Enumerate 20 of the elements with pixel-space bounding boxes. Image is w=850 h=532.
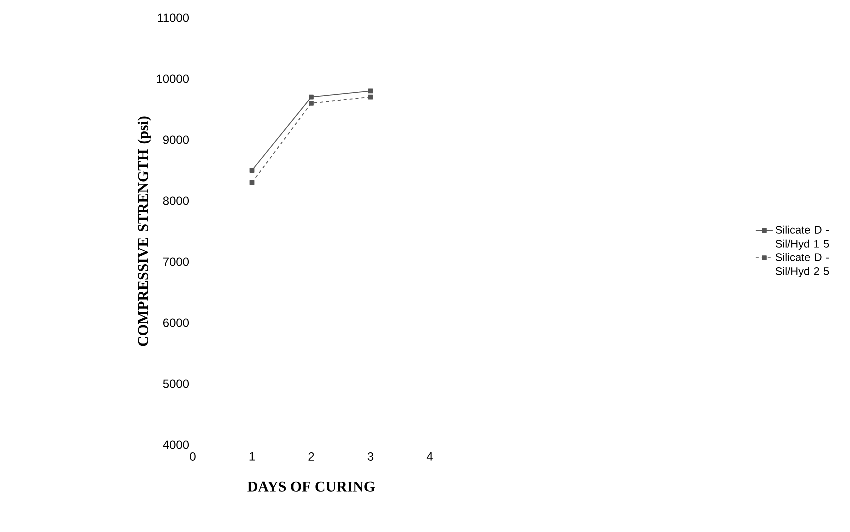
y-tick-label: 4000 (163, 440, 190, 450)
y-tick-label: 9000 (163, 136, 190, 144)
x-tick-label: 0 (190, 452, 196, 461)
x-tick-label: 3 (368, 452, 374, 461)
x-tick-label: 2 (308, 452, 314, 461)
legend-label: Silicate D - Sil/Hyd 1 5 (776, 226, 830, 250)
point (250, 168, 255, 173)
x-axis-title: DAYS OF CURING (248, 482, 376, 492)
point (309, 100, 314, 106)
y-tick-label: 5000 (163, 380, 190, 388)
y-tick-label: 10000 (157, 74, 190, 84)
y-tick-label: 7000 (163, 258, 190, 266)
point (309, 94, 314, 100)
x-tick-label: 4 (426, 452, 433, 461)
y-tick-label: 8000 (163, 196, 190, 206)
y-axis-title: COMPRESSIVE STRENGTH (psi) (138, 116, 152, 346)
y-tick-label: 11000 (158, 14, 190, 22)
legend-label: Silicate D - Sil/Hyd 2 5 (776, 253, 830, 278)
y-tick-label: 6000 (163, 318, 190, 328)
x-tick-label: 1 (250, 452, 255, 461)
